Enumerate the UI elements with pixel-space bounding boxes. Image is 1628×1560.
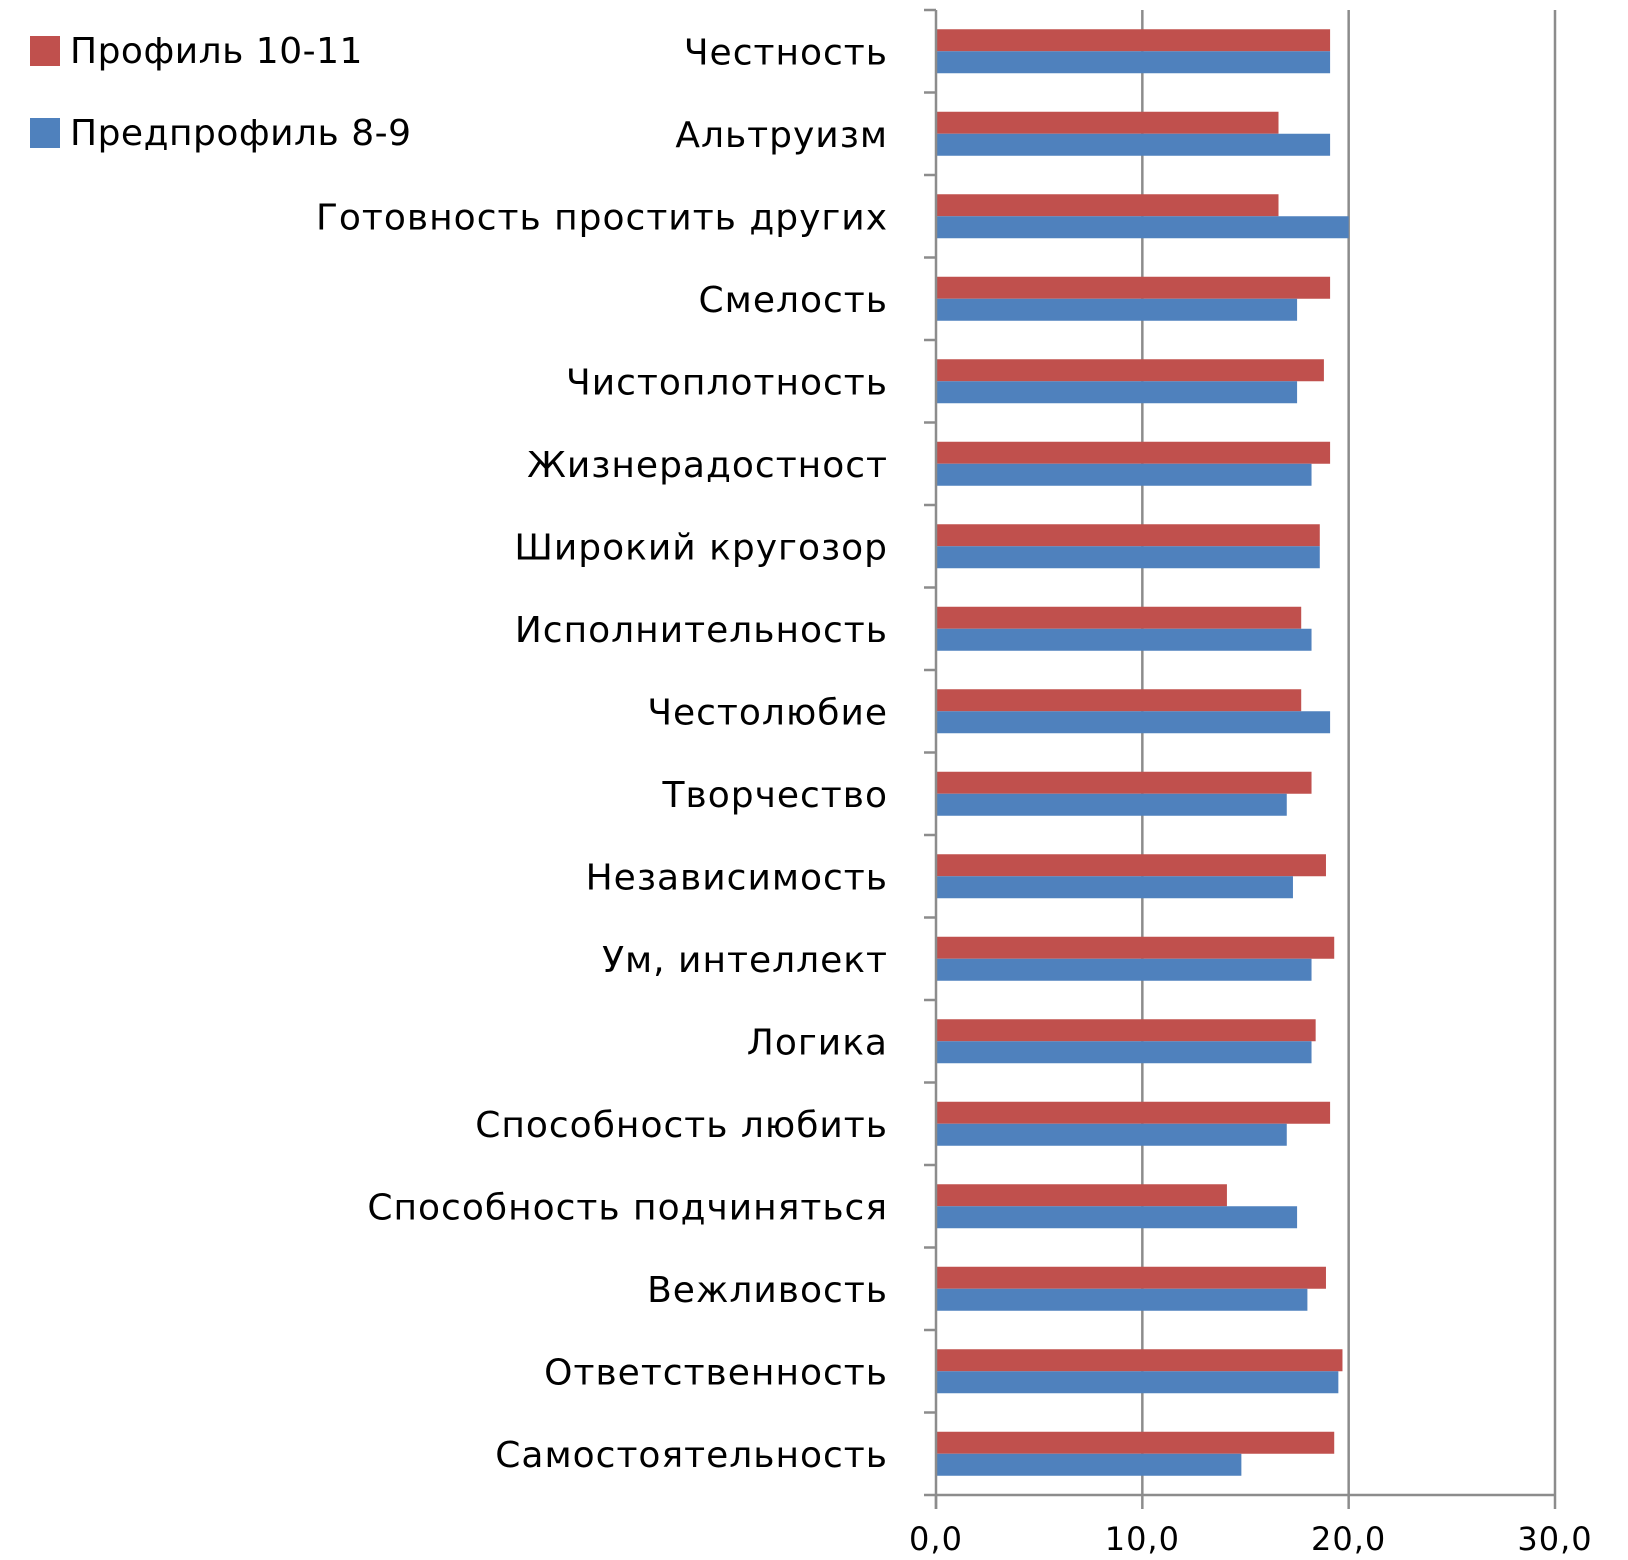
- bar-profile-1: [936, 111, 1279, 134]
- category-label: Чистоплотность: [566, 362, 888, 403]
- category-label: Творчество: [661, 775, 888, 816]
- category-label: Ум, интеллект: [602, 940, 888, 981]
- bar-preprofile-16: [936, 1371, 1339, 1394]
- category-label: Честность: [684, 32, 888, 73]
- legend-swatch-profile: [30, 36, 60, 66]
- bar-profile-3: [936, 276, 1331, 299]
- category-label: Логика: [747, 1022, 888, 1063]
- category-label: Альтруизм: [675, 115, 888, 156]
- bar-preprofile-6: [936, 546, 1320, 569]
- category-label: Вежливость: [647, 1270, 888, 1311]
- category-labels: Честность Альтруизм Готовность простить др…: [316, 32, 888, 1476]
- category-label: Смелость: [699, 280, 888, 321]
- x-tick-label: 20,0: [1311, 1520, 1386, 1558]
- bar-preprofile-13: [936, 1123, 1287, 1146]
- legend-item-profile: Профиль 10-11: [30, 28, 412, 74]
- bar-profile-13: [936, 1101, 1331, 1124]
- bar-preprofile-3: [936, 298, 1298, 321]
- bar-profile-15: [936, 1266, 1326, 1289]
- bar-preprofile-1: [936, 133, 1331, 156]
- bar-preprofile-15: [936, 1288, 1308, 1311]
- bar-preprofile-9: [936, 793, 1287, 816]
- legend: Профиль 10-11 Предпрофиль 8-9: [30, 28, 412, 192]
- bar-profile-6: [936, 524, 1320, 547]
- legend-item-preprofile: Предпрофиль 8-9: [30, 110, 412, 156]
- legend-label-preprofile: Предпрофиль 8-9: [70, 112, 412, 154]
- bar-profile-9: [936, 771, 1312, 794]
- category-label: Честолюбие: [647, 692, 888, 733]
- x-tick-label: 0,0: [909, 1520, 963, 1558]
- bar-preprofile-14: [936, 1206, 1298, 1229]
- bar-preprofile-12: [936, 1041, 1312, 1064]
- bar-profile-17: [936, 1431, 1335, 1454]
- bar-preprofile-5: [936, 463, 1312, 486]
- legend-swatch-preprofile: [30, 118, 60, 148]
- category-label: Исполнительность: [515, 610, 888, 651]
- bar-profile-11: [936, 936, 1335, 959]
- category-label: Самостоятельность: [495, 1435, 888, 1476]
- bar-preprofile-11: [936, 958, 1312, 981]
- category-label: Ответственность: [544, 1352, 888, 1393]
- grid-lines: [1141, 10, 1557, 1495]
- category-label: Способность подчиняться: [367, 1187, 888, 1228]
- category-label: Готовность простить других: [316, 197, 888, 238]
- bar-profile-7: [936, 606, 1302, 629]
- bar-profile-16: [936, 1349, 1343, 1372]
- bar-profile-10: [936, 854, 1326, 877]
- bar-profile-14: [936, 1184, 1227, 1207]
- bars: [936, 29, 1349, 1476]
- bar-profile-5: [936, 441, 1331, 464]
- value-axis: 0,0 10,0 20,0 30,0: [909, 8, 1592, 1558]
- bar-profile-4: [936, 359, 1324, 382]
- category-label: Независимость: [586, 857, 888, 898]
- bar-preprofile-8: [936, 711, 1331, 734]
- bar-preprofile-2: [936, 216, 1349, 239]
- bar-preprofile-4: [936, 381, 1298, 404]
- bar-profile-12: [936, 1019, 1316, 1042]
- bar-profile-2: [936, 194, 1279, 217]
- bar-preprofile-7: [936, 628, 1312, 651]
- x-tick-label: 30,0: [1517, 1520, 1592, 1558]
- bar-preprofile-17: [936, 1453, 1242, 1476]
- bar-preprofile-0: [936, 51, 1331, 74]
- bar-preprofile-10: [936, 876, 1293, 899]
- legend-label-profile: Профиль 10-11: [70, 30, 363, 72]
- category-label: Жизнерадостност: [527, 445, 888, 486]
- category-label: Широкий кругозор: [514, 527, 888, 568]
- bar-profile-8: [936, 689, 1302, 712]
- category-label: Способность любить: [475, 1105, 888, 1146]
- x-tick-label: 10,0: [1105, 1520, 1180, 1558]
- bar-profile-0: [936, 29, 1331, 52]
